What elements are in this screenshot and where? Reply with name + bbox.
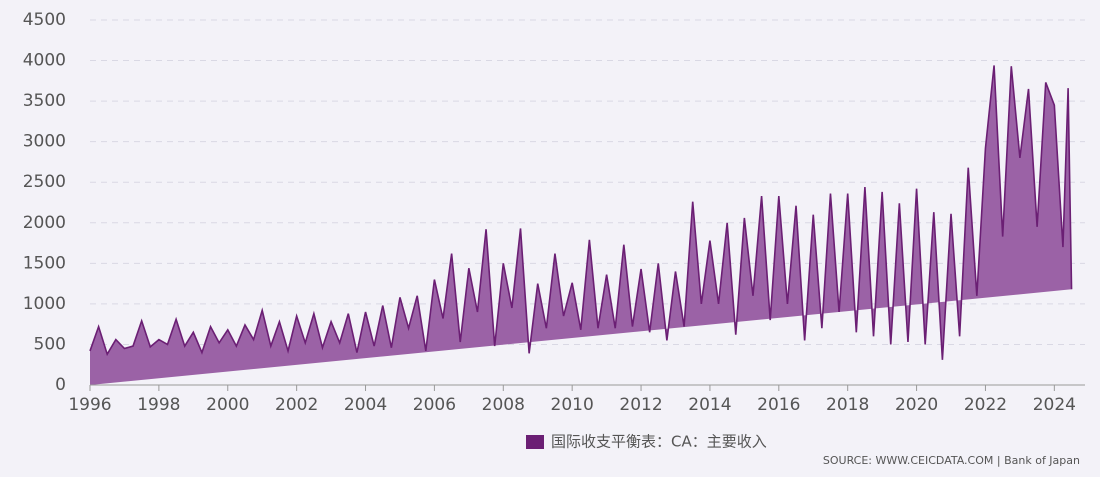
legend-swatch	[526, 435, 544, 449]
y-tick-label: 0	[55, 375, 66, 395]
x-tick-label: 1998	[137, 395, 180, 415]
y-tick-label: 500	[34, 334, 66, 354]
x-tick-label: 2024	[1033, 395, 1076, 415]
legend-label: 国际收支平衡表：CA：主要收入	[551, 433, 767, 451]
x-tick-label: 2004	[344, 395, 387, 415]
area	[90, 65, 1072, 385]
y-tick-label: 1500	[23, 253, 66, 273]
x-tick-label: 2002	[275, 395, 318, 415]
x-tick-label: 2000	[206, 395, 249, 415]
x-tick-label: 2008	[482, 395, 525, 415]
x-tick-label: 2012	[619, 395, 662, 415]
x-tick-label: 2022	[964, 395, 1007, 415]
x-tick-label: 2016	[757, 395, 800, 415]
y-tick-label: 4000	[23, 51, 66, 71]
x-tick-label: 2014	[688, 395, 731, 415]
y-tick-label: 2500	[23, 172, 66, 192]
y-tick-label: 4500	[23, 10, 66, 30]
x-tick-label: 2006	[413, 395, 456, 415]
x-tick-label: 2020	[895, 395, 938, 415]
y-tick-label: 2000	[23, 213, 66, 233]
x-tick-label: 2010	[551, 395, 594, 415]
x-tick-label: 1996	[68, 395, 111, 415]
y-tick-label: 3000	[23, 132, 66, 152]
source: SOURCE: WWW.CEICDATA.COM | Bank of Japan	[823, 454, 1080, 467]
y-tick-label: 3500	[23, 91, 66, 111]
x-tick-label: 2018	[826, 395, 869, 415]
line	[89, 65, 1073, 360]
y-tick-label: 1000	[23, 294, 66, 314]
